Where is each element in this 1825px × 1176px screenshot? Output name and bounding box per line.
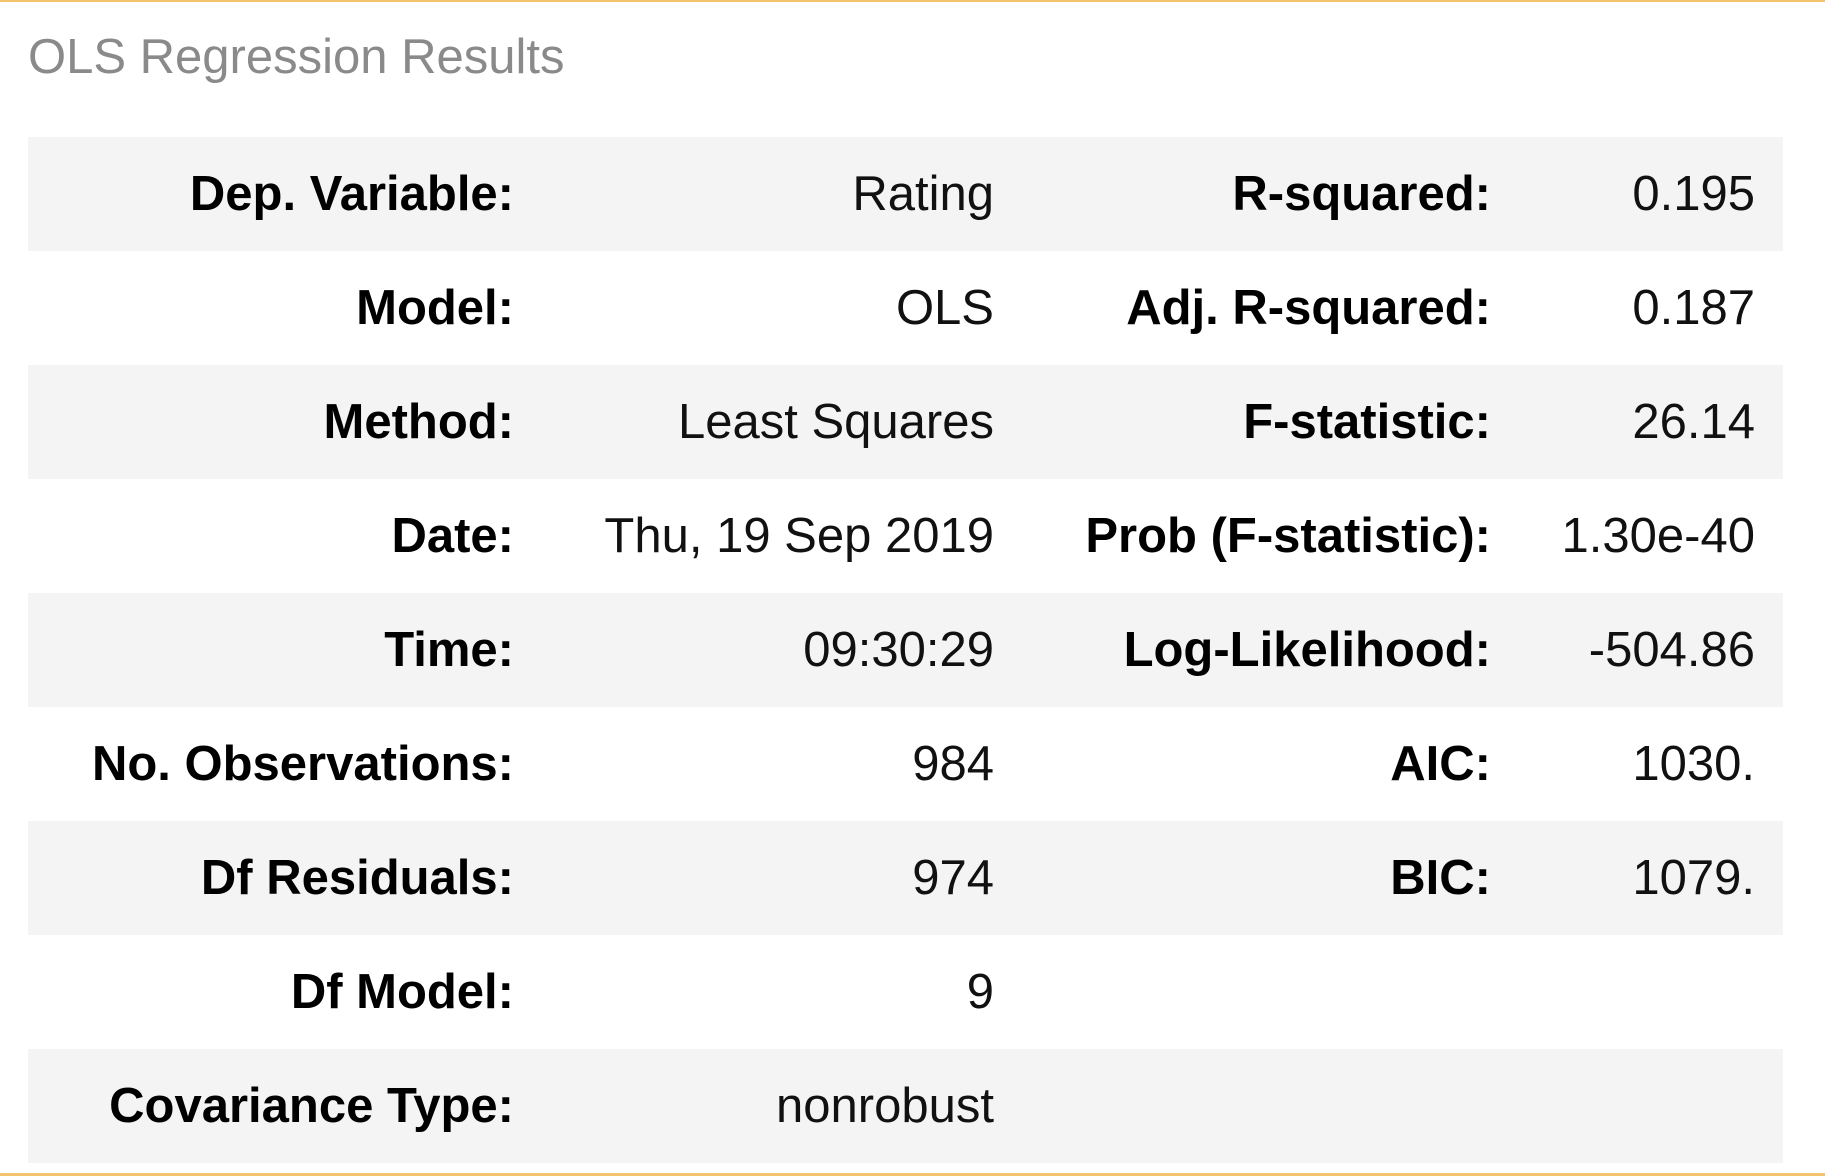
stat-value: -504.86	[1588, 623, 1755, 677]
stat-label: Adj. R-squared:	[1126, 281, 1491, 335]
stat-label: Log-Likelihood:	[1123, 623, 1491, 677]
stat-label	[1022, 935, 1519, 1049]
table-row: Time: 09:30:29 Log-Likelihood: -504.86	[28, 593, 1783, 707]
stat-label: R-squared:	[1232, 167, 1491, 221]
stat-value: 1.30e-40	[1561, 509, 1755, 563]
stat-label: BIC:	[1390, 851, 1491, 905]
stat-label: AIC:	[1390, 737, 1491, 791]
stat-value: Least Squares	[678, 395, 994, 449]
table-row: No. Observations: 984 AIC: 1030.	[28, 707, 1783, 821]
stat-label: Dep. Variable:	[189, 167, 514, 221]
stat-label: F-statistic:	[1243, 395, 1491, 449]
stat-label: Df Residuals:	[200, 851, 514, 905]
stat-value: 9	[966, 965, 994, 1019]
stat-value	[1519, 935, 1783, 1049]
table-caption: OLS Regression Results	[28, 30, 565, 84]
stat-value: 1030.	[1632, 737, 1755, 791]
table-row: Covariance Type: nonrobust	[28, 1049, 1783, 1163]
stat-label: Df Model:	[290, 965, 514, 1019]
stat-value: 984	[912, 737, 994, 791]
stat-value: 0.195	[1632, 167, 1755, 221]
stat-value: 1079.	[1632, 851, 1755, 905]
stat-label: Method:	[323, 395, 515, 449]
stat-value: Thu, 19 Sep 2019	[604, 509, 994, 563]
stat-value: 974	[912, 851, 994, 905]
table-row: Date: Thu, 19 Sep 2019 Prob (F-statistic…	[28, 479, 1783, 593]
stat-value	[1519, 1049, 1783, 1163]
stat-value: 26.14	[1632, 395, 1755, 449]
stat-label: Prob (F-statistic):	[1085, 509, 1491, 563]
stat-value: OLS	[895, 281, 994, 335]
stat-value: Rating	[852, 167, 994, 221]
table-row: Model: OLS Adj. R-squared: 0.187	[28, 251, 1783, 365]
stat-label: Time:	[384, 623, 514, 677]
stat-value: nonrobust	[776, 1079, 994, 1133]
table-row: Df Residuals: 974 BIC: 1079.	[28, 821, 1783, 935]
ols-results-table: Dep. Variable: Rating R-squared: 0.195 M…	[28, 137, 1783, 1163]
stat-label: No. Observations:	[91, 737, 514, 791]
stat-value: 09:30:29	[803, 623, 994, 677]
table-row: Dep. Variable: Rating R-squared: 0.195	[28, 137, 1783, 251]
table-row: Method: Least Squares F-statistic: 26.14	[28, 365, 1783, 479]
stat-label: Model:	[356, 281, 514, 335]
table-row: Df Model: 9	[28, 935, 1783, 1049]
stat-label: Covariance Type:	[109, 1079, 514, 1133]
stat-label	[1022, 1049, 1519, 1163]
stat-label: Date:	[391, 509, 514, 563]
stat-value: 0.187	[1632, 281, 1755, 335]
